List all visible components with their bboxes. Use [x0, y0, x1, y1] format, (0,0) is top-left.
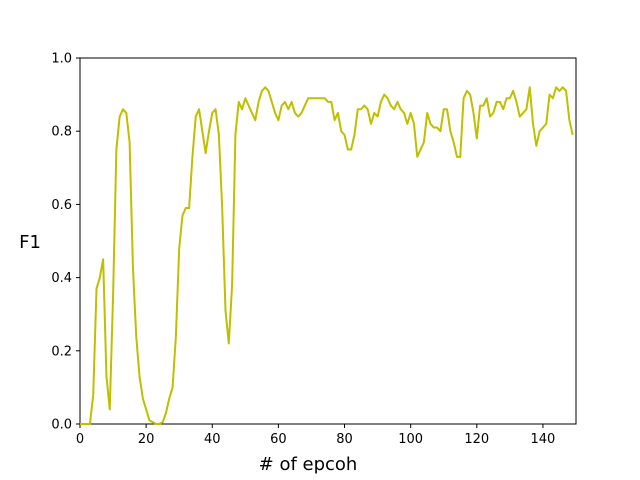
- plot-frame: [79, 57, 577, 425]
- y-tick-label: 0.0: [51, 418, 72, 433]
- x-tick-label: 20: [138, 432, 155, 447]
- x-tick-label: 120: [464, 432, 489, 447]
- x-tick-label: 0: [76, 432, 84, 447]
- y-tick-label: 0.4: [51, 271, 72, 286]
- y-tick-label: 0.6: [51, 198, 72, 213]
- y-axis-label: F1: [19, 232, 41, 253]
- y-tick-label: 0.2: [51, 344, 72, 359]
- x-tick-label: 40: [204, 432, 221, 447]
- x-axis-label: # of epcoh: [259, 454, 358, 475]
- y-tick-label: 1.0: [51, 52, 72, 67]
- x-tick-label: 80: [336, 432, 353, 447]
- x-tick-label: 60: [270, 432, 287, 447]
- x-tick-label: 100: [398, 432, 423, 447]
- y-tick-label: 0.8: [51, 125, 72, 140]
- x-tick-label: 140: [531, 432, 556, 447]
- line-series: [80, 86, 574, 425]
